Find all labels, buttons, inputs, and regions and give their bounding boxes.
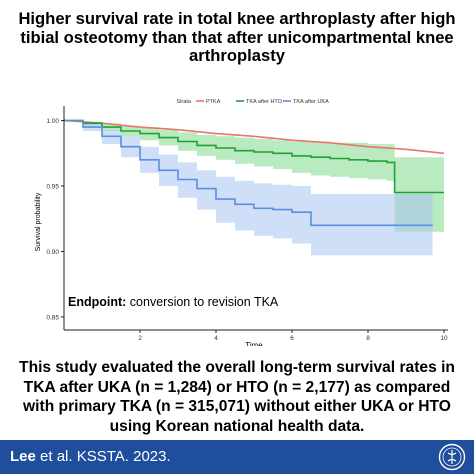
endpoint-text: conversion to revision TKA	[126, 295, 279, 309]
survival-lines	[63, 119, 445, 227]
x-tick-label: 4	[214, 335, 218, 342]
series-line-1	[64, 119, 444, 194]
endpoint-label: Endpoint:	[68, 295, 126, 309]
x-axis-label: Time	[245, 341, 263, 346]
series-line-0	[63, 119, 445, 155]
y-axis-label: Survival probability	[35, 192, 42, 251]
x-tick-label: 10	[440, 335, 448, 342]
y-tick-label: 1.00	[46, 118, 59, 125]
survival-chart-svg: Strata PTKA TKA after HTO TKA after UKA 0.8…	[35, 99, 448, 346]
x-tick-label: 8	[366, 335, 370, 342]
citation-rest: et al. KSSTA. 2023.	[35, 448, 171, 465]
series-line-2	[64, 119, 433, 227]
survival-chart: Strata PTKA TKA after HTO TKA after UKA 0.8…	[8, 90, 466, 346]
endpoint-annotation: Endpoint: conversion to revision TKA	[68, 295, 279, 309]
citation: Lee et al. KSSTA. 2023.	[10, 448, 171, 465]
y-tick-label: 0.90	[46, 249, 59, 256]
page-title: Higher survival rate in total knee arthr…	[18, 9, 456, 65]
legend-entry: TKA after HTO	[246, 99, 283, 105]
x-tick-label: 6	[290, 335, 294, 342]
citation-author: Lee	[10, 448, 36, 465]
band-1	[64, 120, 444, 232]
chart-axes: 0.85 0.90 0.95 1.00 2 4 6 8 10 Time Survival proba…	[35, 106, 448, 346]
confidence-bands	[64, 120, 444, 256]
y-tick-label: 0.85	[46, 314, 59, 321]
footer-bar: Lee et al. KSSTA. 2023.	[0, 440, 474, 474]
legend-entry: PTKA	[206, 99, 221, 105]
legend-title: Strata	[176, 99, 192, 105]
band-2	[64, 120, 433, 256]
x-tick-label: 2	[138, 335, 142, 342]
kssta-logo-icon	[438, 443, 466, 471]
chart-legend: Strata PTKA TKA after HTO TKA after UKA	[176, 99, 329, 105]
y-tick-label: 0.95	[46, 184, 59, 191]
study-summary: This study evaluated the overall long-te…	[19, 359, 455, 435]
legend-entry: TKA after UKA	[293, 99, 329, 105]
